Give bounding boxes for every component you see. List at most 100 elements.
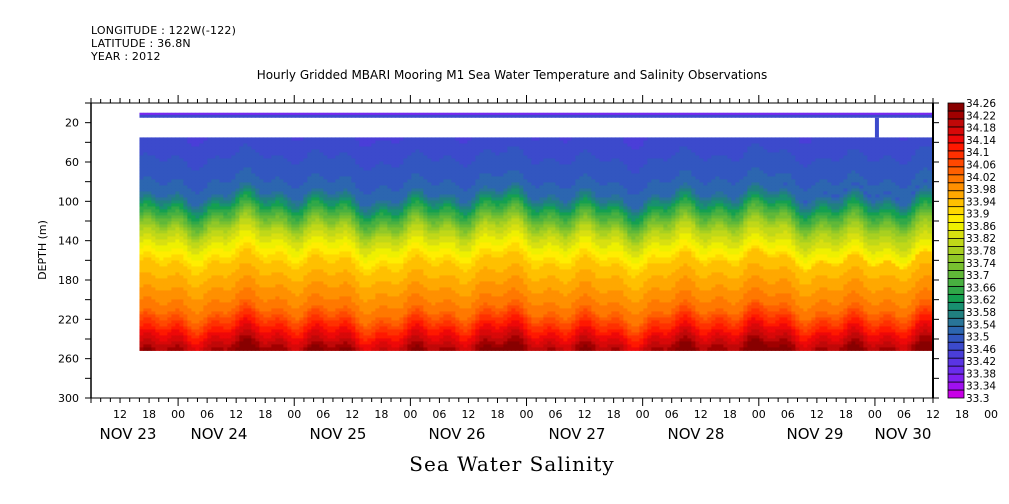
heat-cell [239, 272, 244, 276]
heat-cell [163, 344, 168, 348]
surface-cell [363, 112, 368, 118]
heat-cell [387, 137, 392, 141]
heat-cell [299, 188, 304, 192]
heat-cell [387, 269, 392, 273]
heat-cell [259, 227, 264, 231]
heat-cell [235, 167, 240, 171]
heat-cell [311, 203, 316, 207]
heat-cell [271, 158, 276, 162]
heat-cell [279, 167, 284, 171]
heat-cell [347, 344, 352, 348]
heat-cell [303, 257, 308, 261]
surface-cell [191, 112, 196, 118]
heat-cell [155, 149, 160, 153]
heat-cell [291, 188, 296, 192]
heat-cell [403, 215, 408, 219]
heat-cell [219, 155, 224, 159]
heat-cell [211, 287, 216, 291]
heat-cell [159, 230, 164, 234]
heat-cell [267, 236, 272, 240]
heat-cell [315, 332, 320, 336]
heat-cell [167, 209, 172, 213]
heat-cell [159, 164, 164, 168]
heat-cell [175, 155, 180, 159]
heat-cell [279, 293, 284, 297]
heat-cell [163, 194, 168, 198]
heat-cell [147, 185, 152, 189]
heat-cell [239, 278, 244, 282]
heat-cell [211, 329, 216, 333]
heat-cell [339, 266, 344, 270]
heat-cell [207, 173, 212, 177]
heat-cell [299, 269, 304, 273]
heat-cell [363, 158, 368, 162]
heat-cell [403, 248, 408, 252]
heat-cell [147, 164, 152, 168]
heat-cell [315, 257, 320, 261]
heat-cell [175, 161, 180, 165]
surface-cell [203, 112, 208, 118]
heat-cell [291, 212, 296, 216]
heat-cell [339, 320, 344, 324]
heat-cell [343, 332, 348, 336]
heat-cell [207, 245, 212, 249]
heat-cell [383, 329, 388, 333]
heat-cell [183, 242, 188, 246]
heat-cell [319, 161, 324, 165]
heat-cell [411, 281, 416, 285]
heat-cell [339, 272, 344, 276]
heat-cell [407, 263, 412, 267]
heat-cell [139, 176, 144, 180]
heat-cell [139, 332, 144, 336]
heat-cell [199, 137, 204, 141]
heat-cell [319, 152, 324, 156]
heat-cell [235, 260, 240, 264]
heat-cell [251, 236, 256, 240]
heat-cell [183, 206, 188, 210]
heat-cell [267, 320, 272, 324]
heat-cell [191, 149, 196, 153]
heat-cell [363, 221, 368, 225]
heat-cell [231, 164, 236, 168]
heat-cell [223, 251, 228, 255]
heat-cell [359, 224, 364, 228]
heat-cell [155, 329, 160, 333]
heat-cell [299, 347, 304, 351]
heat-cell [407, 152, 412, 156]
heat-cell [375, 269, 380, 273]
heat-cell [339, 284, 344, 288]
heat-cell [279, 272, 284, 276]
heat-cell [163, 248, 168, 252]
heat-cell [243, 284, 248, 288]
heat-cell [159, 296, 164, 300]
heat-cell [343, 305, 348, 309]
heat-cell [171, 179, 176, 183]
heat-cell [191, 155, 196, 159]
heat-cell [279, 308, 284, 312]
heat-cell [287, 164, 292, 168]
heat-cell [259, 194, 264, 198]
heat-cell [139, 146, 144, 150]
heat-cell [275, 143, 280, 147]
heat-cell [183, 338, 188, 342]
heat-cell [355, 338, 360, 342]
heat-cell [247, 137, 252, 141]
heat-cell [367, 335, 372, 339]
heat-cell [239, 242, 244, 246]
heat-cell [359, 212, 364, 216]
heat-cell [351, 323, 356, 327]
heat-cell [163, 242, 168, 246]
heat-cell [411, 230, 416, 234]
heat-cell [347, 335, 352, 339]
heat-cell [303, 143, 308, 147]
heat-cell [303, 170, 308, 174]
heat-cell [139, 251, 144, 255]
heat-cell [219, 302, 224, 306]
heat-cell [335, 305, 340, 309]
heat-cell [327, 281, 332, 285]
heat-cell [407, 143, 412, 147]
heat-cell [351, 191, 356, 195]
heat-cell [395, 329, 400, 333]
heat-cell [379, 287, 384, 291]
heat-cell [347, 332, 352, 336]
